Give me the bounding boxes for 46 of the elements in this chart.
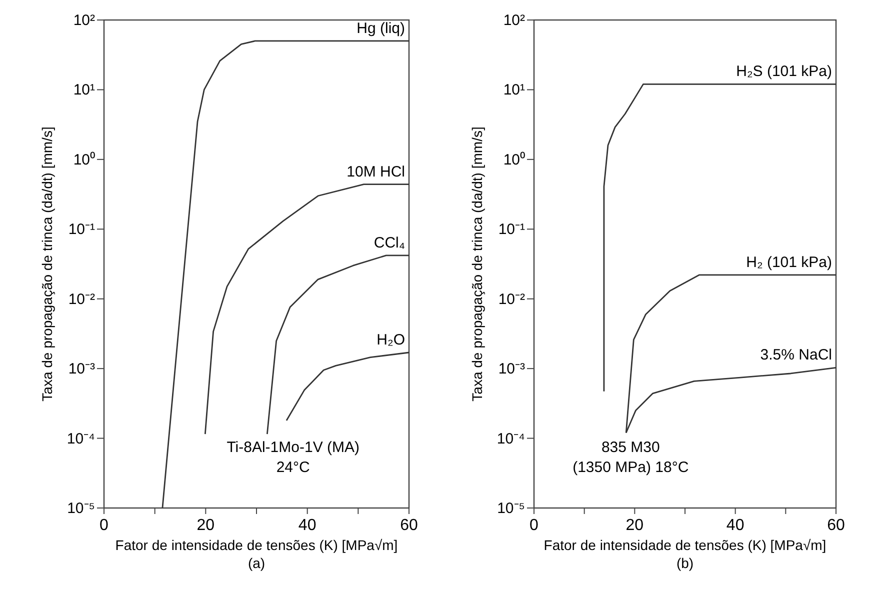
y-tick-label: 10⁻⁴: [496, 430, 525, 448]
series-label: 3.5% NaCl: [760, 346, 832, 364]
y-tick-label: 10⁻⁵: [497, 500, 525, 517]
line-series: [603, 83, 837, 392]
series-label: H₂S (101 kPa): [736, 63, 832, 80]
annotation: (1350 MPa) 18°C: [572, 458, 689, 476]
y-tick-label: 10²: [503, 12, 525, 29]
line-series: [162, 40, 410, 509]
y-tick-label: 10⁻²: [68, 290, 95, 308]
x-tick-label: 40: [298, 517, 316, 534]
series-label: 10M HCl: [346, 163, 405, 180]
y-tick-label: 10¹: [73, 82, 95, 99]
y-tick-label: 10⁻³: [68, 360, 95, 378]
x-tick-label: 20: [196, 517, 215, 534]
y-tick-label: 10⁻³: [498, 360, 525, 378]
line-series: [266, 254, 410, 435]
x-tick-label: 20: [626, 517, 644, 534]
annotation: 24°C: [276, 458, 310, 476]
y-axis-title: Taxa de propagação de trinca (da/dt) [mm/s]: [469, 126, 485, 402]
x-tick-label: 0: [530, 517, 539, 534]
text: (a): [248, 555, 266, 571]
y-tick-label: 10⁻²: [498, 290, 525, 308]
y-tick-label: 10⁻¹: [68, 221, 95, 238]
y-tick-label: 10⁰: [503, 151, 525, 168]
annotation: 835 M30: [601, 438, 660, 456]
series-label: CCl₄: [374, 234, 405, 252]
y-tick-label: 10⁻⁴: [66, 430, 95, 448]
series-label: H₂O: [376, 332, 405, 349]
line-series: [204, 184, 410, 435]
x-tick-label: 60: [827, 517, 845, 534]
y-tick-label: 10⁰: [73, 151, 95, 168]
y-tick-label: 10⁻⁵: [67, 500, 95, 517]
x-axis-title: Fator de intensidade de tensões (K) [MPa√m]: [544, 537, 826, 553]
line-series: [286, 352, 410, 422]
x-tick-label: 40: [726, 517, 744, 534]
text: (b): [676, 555, 694, 571]
y-tick-label: 10¹: [503, 82, 525, 99]
annotation: Ti-8Al-1Mo-1V (MA): [226, 438, 360, 456]
series-label: H₂ (101 kPa): [746, 254, 832, 271]
series-label: Hg (liq): [356, 20, 405, 37]
x-tick-label: 0: [100, 517, 109, 534]
x-tick-label: 60: [400, 517, 418, 534]
y-tick-label: 10⁻¹: [498, 221, 525, 238]
y-tick-label: 10²: [73, 12, 95, 29]
x-axis-title: Fator de intensidade de tensões (K) [MPa√m]: [115, 537, 398, 553]
y-axis-title: Taxa de propagação de trinca (da/dt) [mm/s]: [39, 126, 55, 402]
